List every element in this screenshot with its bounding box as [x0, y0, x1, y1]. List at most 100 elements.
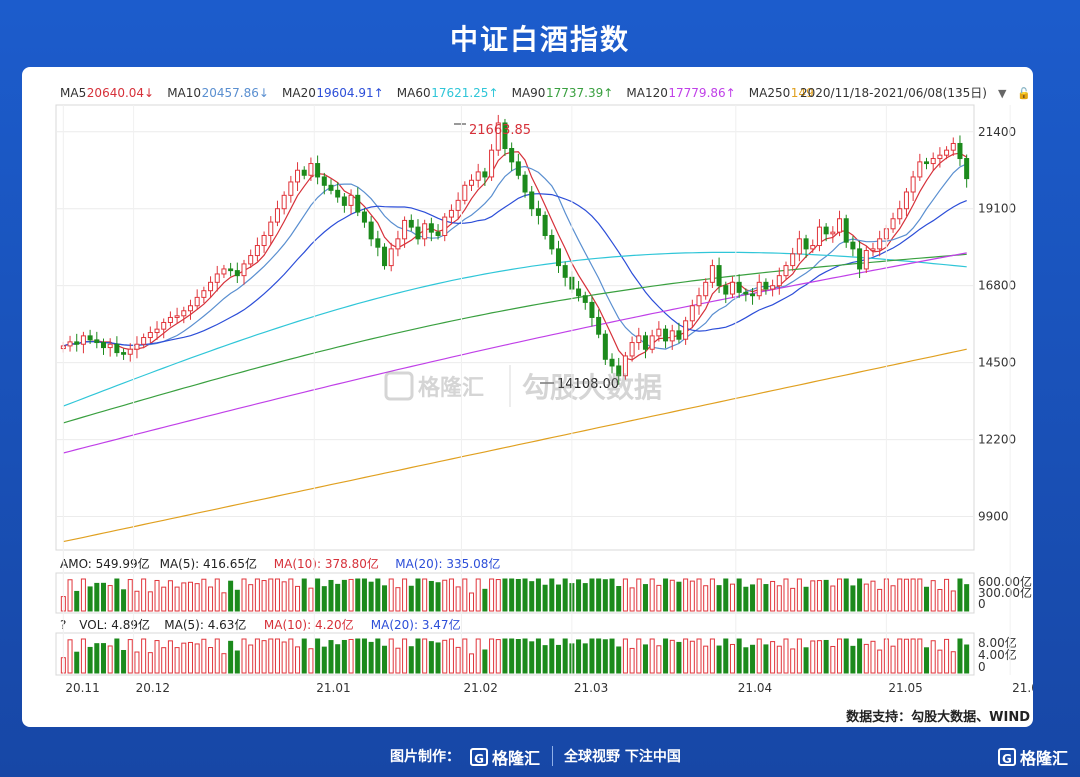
volume-bar	[308, 587, 314, 612]
volume-bar	[683, 638, 689, 674]
candle-body	[897, 208, 903, 220]
volume-bar	[736, 578, 742, 612]
volume-bar	[870, 640, 876, 674]
volume-bar	[743, 647, 749, 674]
volume-bar	[422, 578, 428, 612]
volume-bar	[863, 583, 869, 612]
volume-bar	[321, 646, 327, 674]
candle-body	[703, 281, 709, 297]
volume-bar	[121, 589, 127, 612]
candle-body	[750, 293, 756, 297]
volume-bar	[716, 585, 722, 612]
x-tick-label: 21.04	[738, 681, 772, 695]
volume-bar	[234, 650, 240, 674]
volume-bar	[295, 585, 301, 612]
volume-bar	[355, 578, 361, 612]
volume-bar	[214, 578, 220, 612]
volume-bar	[763, 644, 769, 674]
volume-bar	[355, 638, 361, 674]
candle-body	[957, 142, 963, 160]
ma-line-ma120	[63, 252, 967, 454]
volume-bar	[843, 638, 849, 674]
lock-icon[interactable]: 🔓	[1017, 87, 1031, 100]
ma-line-ma90	[63, 253, 967, 424]
volume-bar	[428, 580, 434, 612]
y-tick-label: 9900	[978, 510, 1009, 524]
volume-bar	[589, 578, 595, 612]
candle-body	[375, 238, 381, 248]
candle-body	[154, 328, 160, 334]
date-range-selector[interactable]: 2020/11/18-2021/06/08(135日)	[800, 86, 987, 100]
volume-bar	[261, 580, 267, 612]
candle-body	[248, 255, 254, 265]
candle-body	[495, 122, 501, 151]
volume-bar	[475, 578, 481, 612]
volume-bar	[823, 579, 829, 612]
volume-bar	[515, 578, 521, 612]
volume-bar	[509, 638, 515, 674]
volume-bar	[910, 638, 916, 674]
candle-body	[181, 310, 187, 317]
volume-bar	[448, 578, 454, 612]
candle-body	[562, 265, 568, 278]
volume-bar	[482, 588, 488, 612]
volume-bar	[489, 578, 495, 612]
volume-bar	[522, 638, 528, 674]
volume-bar	[837, 578, 843, 612]
candle-body	[274, 208, 280, 223]
watermark: 格隆汇 勾股大数据	[384, 365, 662, 407]
volume-bar	[589, 638, 595, 674]
volume-bar	[703, 645, 709, 674]
candle-body	[67, 341, 73, 347]
volume-bar	[462, 578, 468, 612]
volume-bar	[208, 647, 214, 674]
volume-bar	[147, 652, 153, 674]
candle-body	[857, 248, 863, 270]
volume-bar	[629, 587, 635, 612]
volume-bar	[161, 647, 167, 674]
volume-bar	[937, 649, 943, 674]
volume-bar	[877, 649, 883, 674]
volume-bar	[656, 645, 662, 674]
candle-body	[408, 219, 414, 228]
x-tick-label: 21.06	[1012, 681, 1033, 695]
candle-body	[187, 305, 193, 312]
data-source: 数据支持：勾股大数据、WIND	[846, 710, 1030, 725]
x-axis: 20.11 20.12 21.01 21.02 21.03 21.04 21.05 21.06	[62, 105, 1047, 695]
ma-line-ma250	[63, 348, 967, 543]
ma-legend-value: 20457.86↓	[202, 86, 269, 100]
volume-bar	[776, 585, 782, 612]
dropdown-arrow-icon[interactable]: ▼	[998, 87, 1007, 100]
candle-body	[663, 328, 669, 342]
volume-bar	[642, 644, 648, 674]
volume-bar	[770, 580, 776, 612]
candle-body	[903, 191, 909, 210]
watermark-logo-icon	[384, 371, 414, 401]
candle-body	[582, 295, 588, 303]
volume-bar	[663, 578, 669, 612]
volume-bar	[535, 638, 541, 674]
amo-frame	[55, 572, 975, 614]
candle-body	[268, 221, 274, 236]
volume-bar	[823, 639, 829, 674]
volume-bar	[288, 578, 294, 612]
ma-legend-value: 17621.25↑	[431, 86, 498, 100]
x-tick-label: 20.11	[65, 681, 99, 695]
chart-panel: MA5 20640.04↓ MA10 20457.86↓ MA20 19604.91↑ MA…	[22, 67, 1047, 727]
candle-body	[689, 305, 695, 322]
candle-body	[315, 163, 321, 178]
candle-body	[763, 281, 769, 290]
volume-bar	[335, 644, 341, 674]
volume-bar	[107, 585, 113, 612]
volume-bar	[796, 578, 802, 612]
candle-body	[74, 341, 80, 345]
volume-bar	[709, 638, 715, 674]
volume-bar	[408, 585, 414, 612]
volume-bar	[562, 638, 568, 674]
volume-bar	[147, 591, 153, 612]
volume-bar	[234, 589, 240, 612]
candle-body	[502, 122, 508, 149]
candle-body	[509, 147, 515, 163]
volume-bar	[816, 640, 822, 674]
